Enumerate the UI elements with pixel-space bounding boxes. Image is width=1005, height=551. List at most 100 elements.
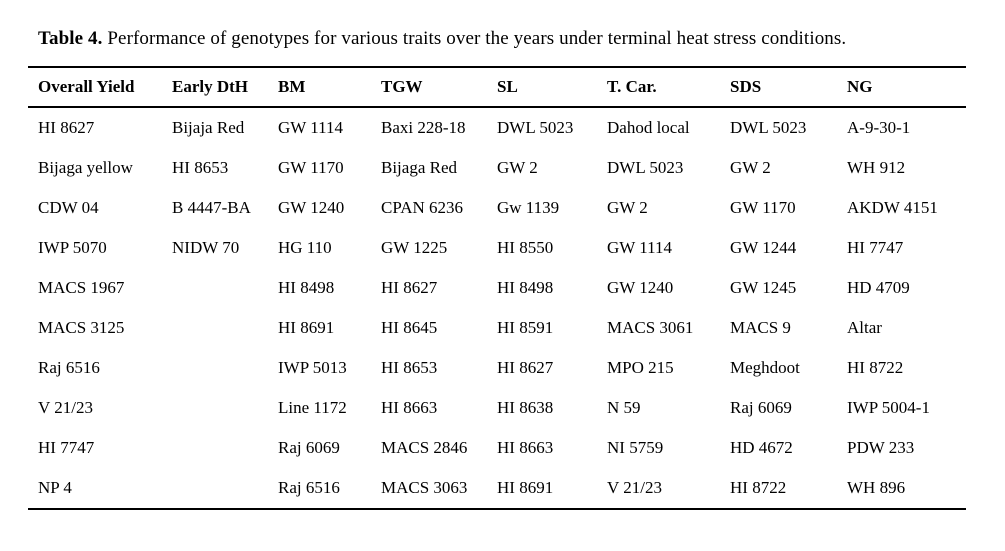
genotype-table: Overall Yield Early DtH BM TGW SL T. Car. SDS N… [28, 66, 966, 510]
table-bottom-rule [28, 508, 966, 510]
table-cell: HI 8691 [497, 478, 554, 497]
table-top-rule [28, 66, 966, 68]
column-header: SDS [730, 77, 762, 96]
table-cell: GW 1170 [278, 158, 344, 177]
table-cell: Gw 1139 [497, 198, 560, 217]
table-row: Raj 6516 IWP 5013 HI 8653 HI 8627 MPO 215 Meg… [28, 348, 966, 388]
table-cell: MACS 9 [730, 318, 791, 337]
table-cell: HD 4672 [730, 438, 793, 457]
table-cell: Raj 6516 [278, 478, 340, 497]
table-cell: PDW 233 [847, 438, 915, 457]
table-cell: HI 8627 [381, 278, 438, 297]
table-cell: HI 8645 [381, 318, 438, 337]
table-cell: GW 1225 [381, 238, 448, 257]
table-row: CDW 04 B 4447-BA GW 1240 CPAN 6236 Gw 1139 GW… [28, 188, 966, 228]
table-cell: GW 1114 [278, 118, 344, 137]
table-cell: HD 4709 [847, 278, 910, 297]
table-cell: GW 2 [497, 158, 538, 177]
table-cell: HI 8663 [381, 398, 438, 417]
table-cell: N 59 [607, 398, 641, 417]
table-cell: HI 8550 [497, 238, 554, 257]
table-cell: NP 4 [38, 478, 72, 497]
table-cell: HI 8498 [278, 278, 335, 297]
table-cell: HI 8691 [278, 318, 335, 337]
table-cell: MPO 215 [607, 358, 674, 377]
table-cell: GW 2 [607, 198, 648, 217]
table-cell: DWL 5023 [607, 158, 684, 177]
table-cell: HI 8591 [497, 318, 554, 337]
table-cell: IWP 5004-1 [847, 398, 930, 417]
table-cell: GW 2 [730, 158, 771, 177]
table-row: V 21/23 Line 1172 HI 8663 HI 8638 N 59 Raj 60… [28, 388, 966, 428]
table-cell: WH 912 [847, 158, 906, 177]
table-row: NP 4 Raj 6516 MACS 3063 HI 8691 V 21/23 HI 87… [28, 468, 966, 508]
table-row: MACS 1967 HI 8498 HI 8627 HI 8498 GW 1240 GW … [28, 268, 966, 308]
table-cell: HI 8627 [497, 358, 554, 377]
table-cell: CDW 04 [38, 198, 99, 217]
table-cell: HI 8663 [497, 438, 554, 457]
table-cell: Raj 6516 [38, 358, 100, 377]
table-cell: DWL 5023 [497, 118, 574, 137]
table-cell: HI 8722 [730, 478, 787, 497]
table-cell: B 4447-BA [172, 198, 251, 217]
table-row: HI 7747 Raj 6069 MACS 2846 HI 8663 NI 5759 HD… [28, 428, 966, 468]
column-header: TGW [381, 77, 423, 96]
table-row: HI 8627 Bijaja Red GW 1114 Baxi 228-18 DWL 5… [28, 108, 966, 148]
table-cell: Raj 6069 [730, 398, 792, 417]
table-cell: NI 5759 [607, 438, 664, 457]
table-cell: HI 7747 [847, 238, 904, 257]
table-cell: GW 1245 [730, 278, 797, 297]
column-header: SL [497, 77, 518, 96]
table-cell: WH 896 [847, 478, 906, 497]
table-caption-text: Performance of genotypes for various tra… [107, 28, 847, 49]
table-header-row: Overall Yield Early DtH BM TGW SL T. Car. SDS N… [28, 68, 966, 106]
table-cell: V 21/23 [607, 478, 662, 497]
table-cell: HI 8722 [847, 358, 904, 377]
table-row: IWP 5070 NIDW 70 HG 110 GW 1225 HI 8550 GW 11… [28, 228, 966, 268]
table-row: Bijaga yellow HI 8653 GW 1170 Bijaga Red GW … [28, 148, 966, 188]
table-cell: MACS 3061 [607, 318, 694, 337]
table-cell: GW 1114 [607, 238, 673, 257]
table-cell: MACS 3063 [381, 478, 468, 497]
column-header: BM [278, 77, 306, 96]
table-cell: V 21/23 [38, 398, 93, 417]
table-cell: A-9-30-1 [847, 118, 911, 137]
table-cell: GW 1244 [730, 238, 797, 257]
table-cell: Bijaga yellow [38, 158, 133, 177]
table-cell: MACS 1967 [38, 278, 125, 297]
table-header-rule [28, 106, 966, 108]
column-header: T. Car. [607, 77, 657, 96]
table-cell: HI 8498 [497, 278, 554, 297]
column-header: Early DtH [172, 77, 249, 96]
table-cell: HG 110 [278, 238, 332, 257]
table-cell: DWL 5023 [730, 118, 807, 137]
table-cell: GW 1170 [730, 198, 796, 217]
table-cell: MACS 3125 [38, 318, 125, 337]
table-cell: HI 8627 [38, 118, 95, 137]
table-caption-label: Table 4. [38, 28, 103, 49]
table-cell: Meghdoot [730, 358, 800, 377]
table-cell: Line 1172 [278, 398, 347, 417]
column-header: Overall Yield [38, 77, 135, 96]
table-cell: HI 8638 [497, 398, 554, 417]
table-body: HI 8627 Bijaja Red GW 1114 Baxi 228-18 DWL 5… [28, 108, 966, 508]
table-cell: GW 1240 [607, 278, 674, 297]
table-cell: NIDW 70 [172, 238, 240, 257]
table-cell: Baxi 228-18 [381, 118, 466, 137]
table-cell: IWP 5013 [278, 358, 347, 377]
table-cell: HI 7747 [38, 438, 95, 457]
table-cell: HI 8653 [381, 358, 438, 377]
table-caption: Table 4. Performance of genotypes for va… [38, 27, 985, 51]
table-cell: Bijaga Red [381, 158, 458, 177]
table-cell: CPAN 6236 [381, 198, 464, 217]
table-cell: Altar [847, 318, 882, 337]
table-cell: Bijaja Red [172, 118, 245, 137]
table-row: MACS 3125 HI 8691 HI 8645 HI 8591 MACS 3061 M… [28, 308, 966, 348]
table-cell: MACS 2846 [381, 438, 468, 457]
table-cell: IWP 5070 [38, 238, 107, 257]
table-cell: Raj 6069 [278, 438, 340, 457]
table-cell: GW 1240 [278, 198, 345, 217]
table-cell: Dahod local [607, 118, 690, 137]
column-header: NG [847, 77, 873, 96]
